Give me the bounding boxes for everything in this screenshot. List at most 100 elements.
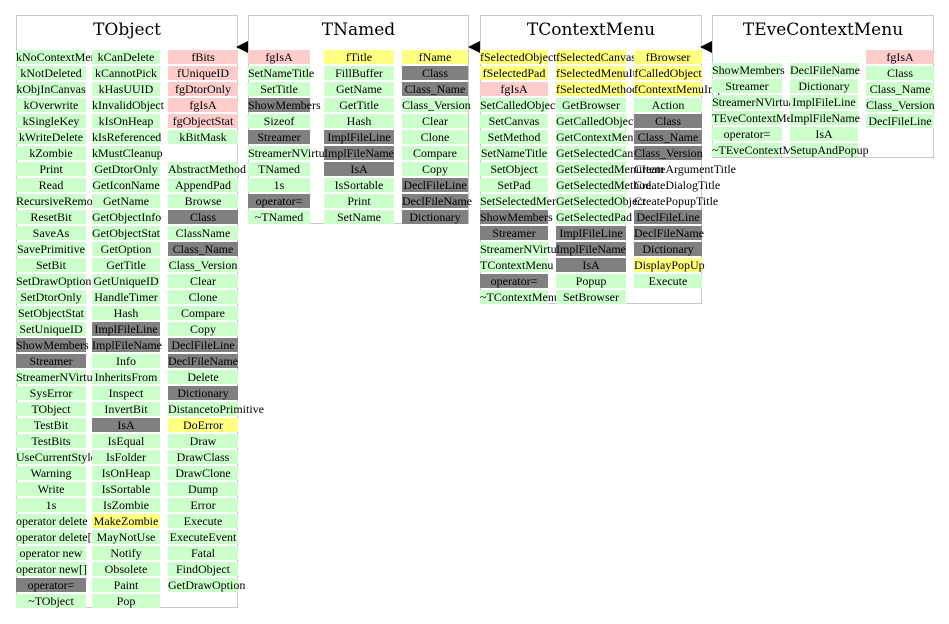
member-cell: fgIsA <box>866 50 934 64</box>
member-cell: ImplFileName <box>790 111 860 125</box>
member-cell: IsOnHeap <box>92 466 160 480</box>
member-cell: SetNameTitle <box>480 146 548 160</box>
member-cell: IsA <box>556 258 626 272</box>
member-cell: IsSortable <box>324 178 394 192</box>
member-cell: DeclFileLine <box>866 114 934 128</box>
member-cell: ImplFileLine <box>790 95 858 109</box>
member-cell: GetUniqueID <box>92 274 160 288</box>
member-cell: RecursiveRemove <box>16 194 104 208</box>
member-cell: Streamer <box>712 79 782 93</box>
member-cell: GetBrowser <box>556 98 626 112</box>
member-cell: kMustCleanup <box>92 146 163 160</box>
member-cell: Class_Version <box>634 146 703 160</box>
member-cell: Streamer <box>248 130 310 144</box>
member-cell: Class <box>866 66 934 80</box>
member-cell: CreatePopupTitle <box>634 194 719 208</box>
member-cell: GetCalledObject <box>556 114 637 128</box>
member-cell: ClassName <box>168 226 238 240</box>
member-cell: kObjInCanvas <box>16 82 86 96</box>
member-cell: IsSortable <box>92 482 160 496</box>
member-cell: TObject <box>16 402 86 416</box>
member-cell: fgObjectStat <box>168 114 238 128</box>
member-cell: SetBrowser <box>556 290 626 304</box>
member-cell: Class <box>402 66 468 80</box>
member-cell: MayNotUse <box>92 530 160 544</box>
member-cell: GetSelectedMenuItem <box>556 162 664 176</box>
member-cell: fTitle <box>324 50 394 64</box>
member-cell: IsA <box>92 418 160 432</box>
member-cell: CreateArgumentTitle <box>634 162 736 176</box>
member-cell: Copy <box>168 322 238 336</box>
member-cell: fUniqueID <box>168 66 238 80</box>
member-cell: GetSelectedMethod <box>556 178 652 192</box>
member-cell: kOverwrite <box>16 98 86 112</box>
member-cell: TestBits <box>16 434 86 448</box>
member-cell: ResetBit <box>16 210 86 224</box>
member-cell: ~TContextMenu <box>480 290 560 304</box>
member-cell: DeclFileName <box>402 194 472 208</box>
member-cell: fContextMenuImp <box>634 82 724 96</box>
member-cell: DeclFileLine <box>168 338 238 352</box>
member-cell: TestBit <box>16 418 86 432</box>
member-cell: Clear <box>168 274 238 288</box>
member-cell: ExecuteEvent <box>168 530 238 544</box>
member-cell: Class_Version <box>866 98 935 112</box>
member-cell: Read <box>16 178 86 192</box>
member-cell: SavePrimitive <box>16 242 86 256</box>
member-cell: GetSelectedCanvas <box>556 146 650 160</box>
member-cell: GetName <box>92 194 160 208</box>
member-cell: Compare <box>168 306 238 320</box>
member-cell: Clone <box>402 130 468 144</box>
member-cell: Error <box>168 498 238 512</box>
member-cell: fgDtorOnly <box>168 82 238 96</box>
member-cell: kIsOnHeap <box>92 114 160 128</box>
member-cell: AbstractMethod <box>168 162 246 176</box>
member-cell: ImplFileLine <box>556 226 626 240</box>
member-cell: Print <box>324 194 394 208</box>
member-cell: Streamer <box>480 226 548 240</box>
member-cell: TNamed <box>248 162 310 176</box>
member-cell: TContextMenu <box>480 258 554 272</box>
member-cell: Inspect <box>92 386 160 400</box>
member-cell: GetContextMenuItem <box>556 130 662 144</box>
member-cell: fBits <box>168 50 238 64</box>
member-cell: SetCanvas <box>480 114 548 128</box>
member-cell: GetObjectInfo <box>92 210 162 224</box>
member-cell <box>168 146 238 160</box>
member-cell: Class <box>168 210 238 224</box>
member-cell: SetSelectedMenuItem <box>480 194 586 208</box>
member-cell: kNotDeleted <box>16 66 86 80</box>
member-cell: Clone <box>168 290 238 304</box>
member-cell: Write <box>16 482 86 496</box>
member-cell: IsA <box>790 127 858 141</box>
member-cell: SetTitle <box>248 82 310 96</box>
member-cell: fSelectedPad <box>480 66 548 80</box>
member-cell: StreamerNVirtual <box>712 95 798 109</box>
member-cell: Execute <box>634 274 702 288</box>
member-cell: Compare <box>402 146 468 160</box>
member-cell: Notify <box>92 546 160 560</box>
member-cell: DeclFileLine <box>634 210 702 224</box>
member-cell: kCanDelete <box>92 50 160 64</box>
member-cell: Execute <box>168 514 238 528</box>
member-cell: fgIsA <box>248 50 310 64</box>
member-cell: ImplFileName <box>92 338 162 352</box>
member-cell: operator= <box>16 578 86 592</box>
member-cell: SetDtorOnly <box>16 290 86 304</box>
member-cell: GetName <box>324 82 394 96</box>
member-cell: GetTitle <box>324 98 394 112</box>
member-cell: SetCalledObject <box>480 98 559 112</box>
member-cell: SysError <box>16 386 86 400</box>
member-cell: Hash <box>92 306 160 320</box>
member-cell: HandleTimer <box>92 290 160 304</box>
member-cell: StreamerNVirtual <box>480 242 566 256</box>
member-cell: DeclFileLine <box>402 178 468 192</box>
member-cell: Class_Name <box>634 130 702 144</box>
member-cell: operator new[] <box>16 562 87 576</box>
member-cell: CreateDialogTitle <box>634 178 721 192</box>
member-cell: SetNameTitle <box>248 66 315 80</box>
class-title: TNamed <box>321 20 396 40</box>
member-cell: GetDrawOption <box>168 578 246 592</box>
inheritance-arrow-icon <box>700 41 712 53</box>
member-cell: StreamerNVirtual <box>16 370 102 384</box>
